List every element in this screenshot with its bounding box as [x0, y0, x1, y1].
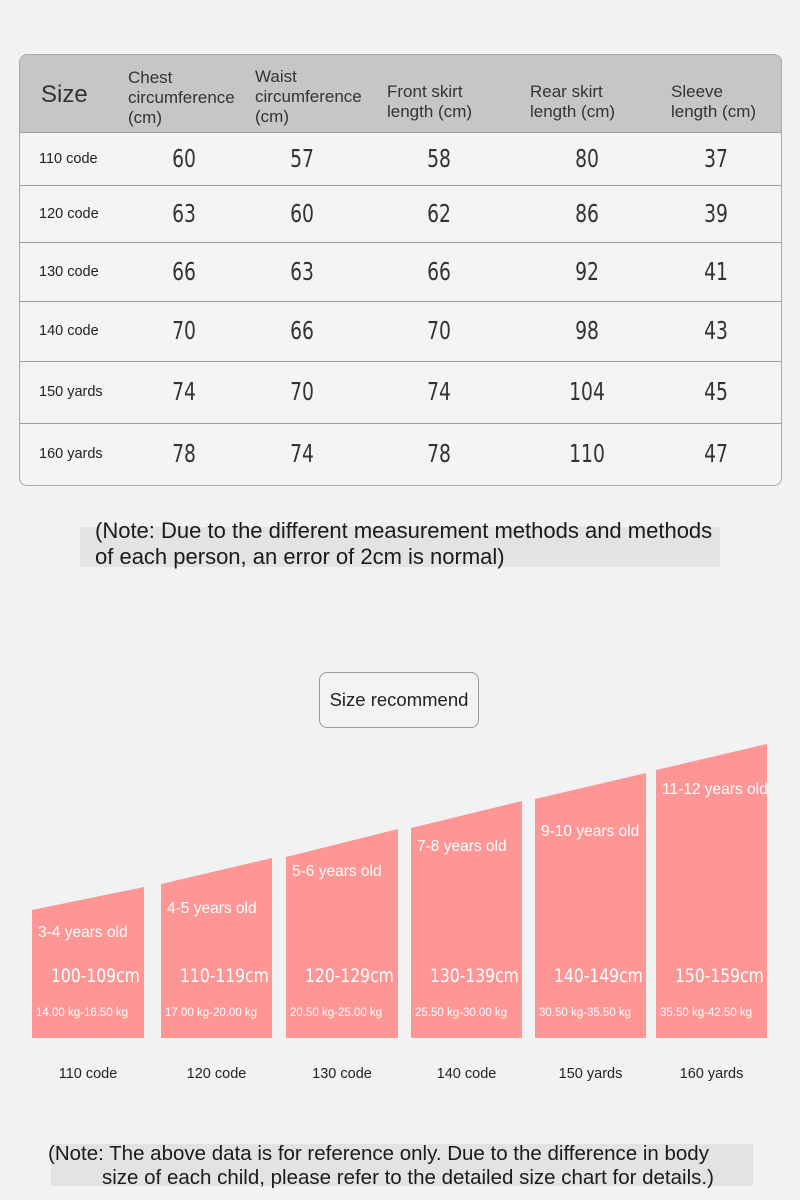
size-bar [32, 887, 144, 1038]
sleeve-cell: 41 [704, 256, 728, 286]
chest-cell: 66 [172, 256, 196, 286]
sleeve-cell: 39 [704, 198, 728, 228]
reference-note: (Note: The above data is for reference o… [48, 1142, 714, 1189]
rear-cell: 104 [569, 377, 605, 406]
age-label: 3-4 years old [38, 924, 128, 941]
size-cell: 150 yards [39, 384, 103, 400]
table-header: Size Chest circumference (cm) Waist circ… [20, 55, 781, 132]
sleeve-cell: 43 [704, 316, 728, 345]
age-label: 4-5 years old [167, 900, 257, 917]
age-label: 9-10 years old [541, 823, 640, 840]
height-label: 100-109cm [51, 965, 140, 987]
measurement-note: (Note: Due to the different measurement … [95, 518, 713, 569]
age-label: 7-8 years old [417, 838, 507, 855]
weight-label: 35.50 kg-42.50 kg [660, 1007, 753, 1019]
rear-cell: 86 [575, 198, 599, 228]
rear-cell: 98 [575, 316, 599, 345]
chest-cell: 63 [172, 198, 196, 228]
chest-cell: 70 [172, 316, 196, 345]
size-bar [161, 858, 272, 1038]
header-front-skirt: Front skirt length (cm) [387, 82, 473, 121]
weight-label: 14.00 kg-16.50 kg [36, 1007, 129, 1019]
chest-cell: 74 [172, 377, 196, 406]
height-label: 110-119cm [180, 965, 269, 987]
front-cell: 74 [427, 377, 451, 406]
size-cell: 120 code [39, 205, 99, 222]
chest-cell: 78 [172, 439, 196, 468]
front-cell: 78 [427, 439, 451, 468]
size-table: Size Chest circumference (cm) Waist circ… [19, 54, 782, 486]
age-label: 5-6 years old [292, 863, 382, 880]
weight-label: 17.00 kg-20.00 kg [165, 1007, 258, 1019]
header-rear-skirt: Rear skirt length (cm) [530, 82, 616, 121]
size-code-label: 110 code [58, 1066, 118, 1082]
sleeve-cell: 37 [704, 143, 728, 173]
table-row: 140 code 70 66 70 98 43 [20, 301, 781, 361]
header-size: Size [41, 81, 88, 108]
note-highlight [80, 527, 720, 567]
size-cell: 140 code [39, 323, 99, 339]
size-bar [411, 801, 522, 1038]
size-code-label: 140 code [436, 1066, 497, 1082]
sleeve-cell: 47 [704, 439, 728, 468]
table-row: 120 code 63 60 62 86 39 [20, 185, 781, 242]
sleeve-cell: 45 [704, 377, 728, 406]
size-code-label: 150 yards [558, 1066, 623, 1082]
waist-cell: 63 [290, 256, 314, 286]
front-cell: 62 [427, 198, 451, 228]
chest-cell: 60 [172, 143, 196, 173]
size-bar [286, 829, 398, 1038]
size-cell: 110 code [39, 150, 98, 167]
height-label: 130-139cm [430, 965, 519, 987]
size-code-label: 160 yards [679, 1066, 744, 1082]
size-bar [535, 773, 646, 1038]
table-row: 160 yards 78 74 78 110 47 [20, 423, 781, 485]
rear-cell: 80 [575, 143, 599, 173]
weight-label: 25.50 kg-30.00 kg [415, 1007, 508, 1019]
weight-label: 30.50 kg-35.50 kg [539, 1007, 632, 1019]
waist-cell: 66 [290, 316, 314, 345]
table-row: 150 yards 74 70 74 104 45 [20, 361, 781, 423]
age-label: 11-12 years old [662, 781, 768, 798]
size-bar [656, 744, 767, 1038]
table-row: 110 code 60 57 58 80 37 [20, 132, 781, 185]
front-cell: 66 [427, 256, 451, 286]
height-label: 150-159cm [675, 965, 764, 987]
table-row: 130 code 66 63 66 92 41 [20, 242, 781, 301]
waist-cell: 74 [290, 439, 314, 468]
size-code-label: 120 code [186, 1066, 247, 1082]
size-cell: 130 code [39, 263, 99, 280]
height-label: 140-149cm [554, 965, 643, 987]
waist-cell: 70 [290, 377, 314, 406]
note-highlight [51, 1144, 753, 1186]
height-label: 120-129cm [305, 965, 394, 987]
header-sleeve: Sleeve length (cm) [671, 82, 757, 121]
waist-cell: 57 [290, 143, 314, 173]
waist-cell: 60 [290, 198, 314, 228]
front-cell: 58 [427, 143, 451, 173]
size-recommend-label: Size recommend [319, 672, 479, 728]
header-waist: Waist circumference (cm) [255, 67, 362, 126]
weight-label: 20.50 kg-25.00 kg [290, 1007, 383, 1019]
rear-cell: 110 [569, 439, 605, 468]
size-code-label: 130 code [312, 1066, 372, 1082]
front-cell: 70 [427, 316, 451, 345]
header-chest: Chest circumference (cm) [128, 68, 235, 127]
rear-cell: 92 [575, 256, 599, 286]
size-cell: 160 yards [39, 446, 103, 462]
